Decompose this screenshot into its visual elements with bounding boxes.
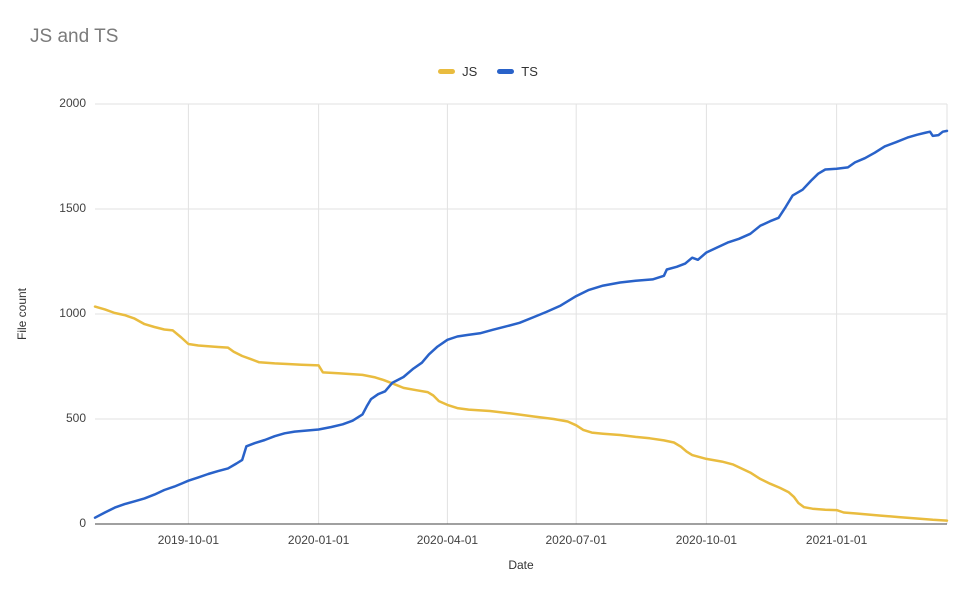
- ts-series-label: TS: [521, 64, 538, 79]
- x-tick-label: 2020-07-01: [545, 533, 607, 547]
- x-tick-label: 2020-01-01: [287, 533, 350, 547]
- y-tick-label: 2000: [59, 96, 86, 110]
- ts-series-swatch: [497, 69, 515, 74]
- x-tick-label: 2020-10-01: [675, 533, 738, 547]
- x-tick-label: 2019-10-01: [157, 533, 220, 547]
- y-tick-label: 500: [65, 411, 86, 425]
- legend-item-ts[interactable]: TS: [497, 64, 538, 79]
- y-tick-label: 0: [79, 516, 86, 530]
- y-tick-label: 1000: [59, 306, 86, 320]
- x-axis-title: Date: [508, 558, 534, 572]
- y-tick-label: 1500: [59, 201, 86, 215]
- series-line-ts: [93, 129, 949, 519]
- js-series-label: JS: [462, 64, 478, 79]
- x-tick-label: 2020-04-01: [416, 533, 479, 547]
- x-tick-label: 2021-01-01: [805, 533, 868, 547]
- legend: JS TS: [0, 64, 976, 79]
- chart-title: JS and TS: [30, 26, 119, 47]
- legend-item-js[interactable]: JS: [438, 64, 477, 79]
- series-line-js: [93, 305, 949, 522]
- js-series-swatch: [438, 69, 456, 74]
